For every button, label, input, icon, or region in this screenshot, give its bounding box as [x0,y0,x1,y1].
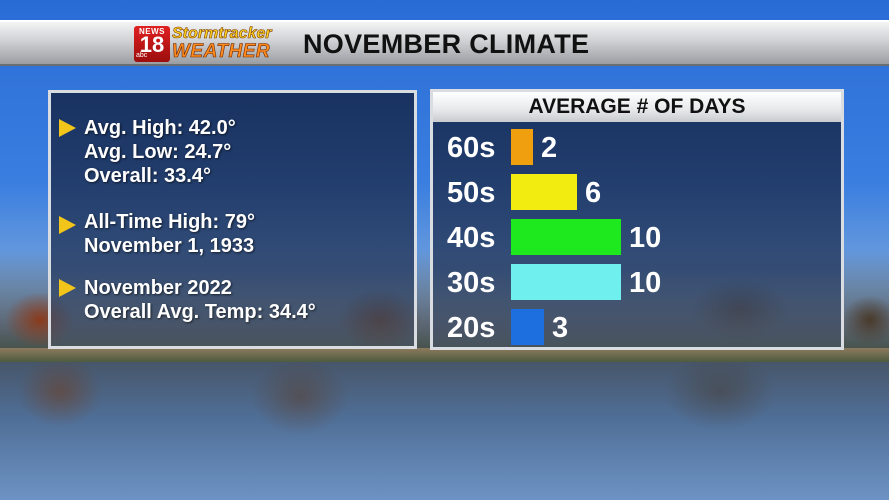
all-time-high-date-text: November 1, 1933 [84,235,255,257]
bar-20s [511,309,544,345]
bullet-arrow-icon [59,119,76,137]
logo-channel-number: 18 [139,32,165,57]
record-high-stat-group: All-Time High: 79° November 1, 1933 [59,210,409,262]
last-year-avg-text: Overall Avg. Temp: 34.4° [84,301,316,323]
lake-reflection-background [0,362,889,500]
all-time-high-text: All-Time High: 79° [84,211,255,233]
logo-news-text: NEWS [139,27,165,36]
bar-60s [511,129,533,165]
value-label-50s: 6 [585,177,601,209]
last-year-stat-group: November 2022 Overall Avg. Temp: 34.4° [59,275,409,327]
value-label-60s: 2 [541,132,557,164]
value-label-30s: 10 [629,267,661,299]
last-year-label-text: November 2022 [84,277,232,299]
shoreline-background [0,348,889,362]
logo-weather-text: WEATHER [172,41,271,63]
category-label-40s: 40s [447,222,495,254]
chart-title: AVERAGE # OF DAYS [528,95,746,118]
days-chart-panel: AVERAGE # OF DAYS 60s 2 50s 6 40s 10 30s 10 20s 3 [430,89,844,350]
chart-title-bar: AVERAGE # OF DAYS [433,92,841,122]
logo-stormtracker-text: Stormtracker [172,25,272,43]
header-bar: NEWS 18 abc Stormtracker WEATHER NOVEMBE… [0,20,889,66]
bullet-arrow-icon [59,279,76,297]
value-label-20s: 3 [552,312,568,344]
bullet-arrow-icon [59,216,76,234]
climate-stats-panel: Avg. High: 42.0° Avg. Low: 24.7° Overall… [48,90,417,349]
bar-50s [511,174,577,210]
value-label-40s: 10 [629,222,661,254]
category-label-50s: 50s [447,177,495,209]
page-title: NOVEMBER CLIMATE [303,29,590,59]
averages-stat-group: Avg. High: 42.0° Avg. Low: 24.7° Overall… [59,115,409,195]
overall-avg-text: Overall: 33.4° [84,165,211,187]
avg-low-text: Avg. Low: 24.7° [84,141,232,163]
avg-high-text: Avg. High: 42.0° [84,117,236,139]
station-logo: NEWS 18 abc Stormtracker WEATHER [134,25,296,63]
bar-40s [511,219,621,255]
category-label-60s: 60s [447,132,495,164]
days-bar-chart: 60s 2 50s 6 40s 10 30s 10 20s 3 [447,129,661,345]
logo-badge: NEWS 18 abc [134,26,170,62]
category-label-30s: 30s [447,267,495,299]
bar-30s [511,264,621,300]
category-label-20s: 20s [447,312,495,344]
logo-network-text: abc [136,52,148,59]
